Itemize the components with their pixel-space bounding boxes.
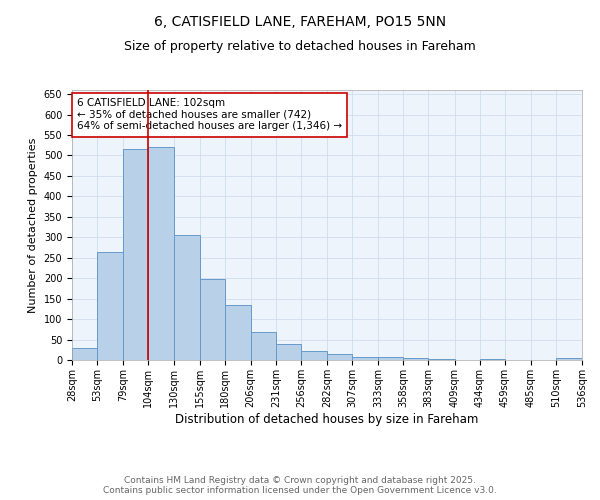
- Bar: [479, 359, 505, 360]
- Text: 6 CATISFIELD LANE: 102sqm
← 35% of detached houses are smaller (742)
64% of semi: 6 CATISFIELD LANE: 102sqm ← 35% of detac…: [77, 98, 342, 132]
- Y-axis label: Number of detached properties: Number of detached properties: [28, 138, 38, 312]
- Bar: [123, 150, 148, 360]
- Bar: [327, 354, 352, 360]
- Text: 6, CATISFIELD LANE, FAREHAM, PO15 5NN: 6, CATISFIELD LANE, FAREHAM, PO15 5NN: [154, 15, 446, 29]
- Bar: [175, 235, 199, 360]
- X-axis label: Distribution of detached houses by size in Fareham: Distribution of detached houses by size …: [175, 412, 479, 426]
- Bar: [148, 148, 175, 360]
- Bar: [352, 356, 378, 360]
- Bar: [97, 252, 123, 360]
- Text: Size of property relative to detached houses in Fareham: Size of property relative to detached ho…: [124, 40, 476, 53]
- Bar: [72, 348, 97, 360]
- Bar: [378, 357, 403, 360]
- Bar: [556, 358, 582, 360]
- Bar: [428, 359, 455, 360]
- Bar: [301, 351, 327, 360]
- Bar: [199, 279, 224, 360]
- Bar: [224, 305, 251, 360]
- Bar: [403, 358, 428, 360]
- Text: Contains HM Land Registry data © Crown copyright and database right 2025.
Contai: Contains HM Land Registry data © Crown c…: [103, 476, 497, 495]
- Bar: [251, 332, 276, 360]
- Bar: [276, 344, 301, 360]
